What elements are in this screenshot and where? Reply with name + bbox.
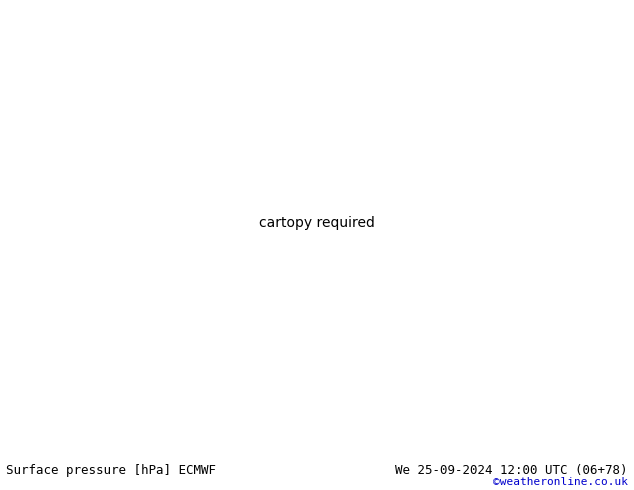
- Text: We 25-09-2024 12:00 UTC (06+78): We 25-09-2024 12:00 UTC (06+78): [395, 464, 628, 477]
- Text: ©weatheronline.co.uk: ©weatheronline.co.uk: [493, 477, 628, 487]
- Text: cartopy required: cartopy required: [259, 216, 375, 230]
- Text: Surface pressure [hPa] ECMWF: Surface pressure [hPa] ECMWF: [6, 464, 216, 477]
